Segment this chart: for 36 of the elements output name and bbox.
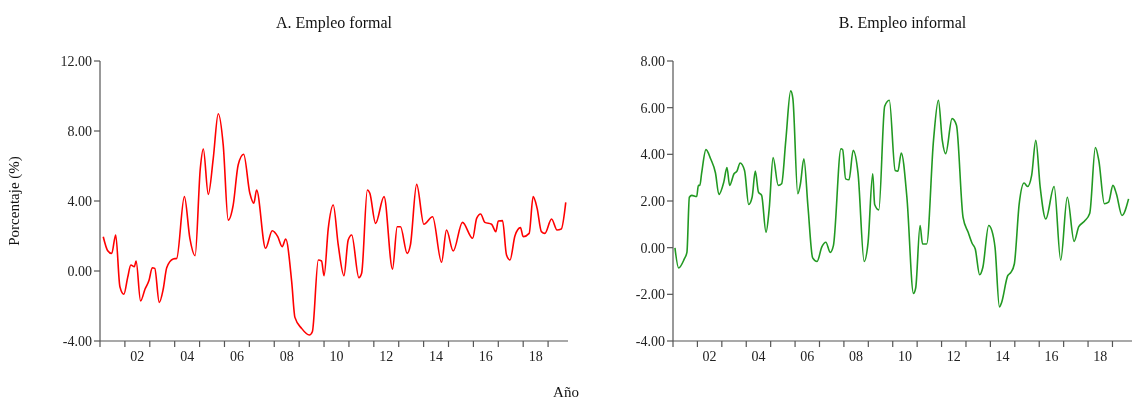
x-tick-label: 06: [800, 349, 815, 364]
line-series: [674, 90, 1130, 308]
x-axis-title: Año: [552, 384, 580, 401]
y-tick-label: 4.00: [640, 147, 665, 163]
x-tick-label: 14: [429, 349, 444, 364]
y-tick-label: 8.00: [640, 53, 665, 69]
y-tick-label: 6.00: [640, 100, 665, 116]
x-tick-label: 16: [478, 349, 493, 364]
y-tick-label: 8.00: [67, 123, 92, 139]
chart-title: A. Empleo formal: [275, 14, 393, 32]
line-series: [102, 112, 567, 336]
x-tick-label: 08: [279, 349, 294, 364]
y-tick-label: 4.00: [67, 193, 92, 209]
y-tick-label: 12.00: [60, 53, 92, 69]
x-tick-label: 02: [702, 349, 717, 364]
x-tick-label: 04: [180, 349, 195, 364]
y-tick-label: -4.00: [635, 333, 665, 349]
x-tick-label: 02: [130, 349, 145, 364]
y-tick-label: 2.00: [640, 193, 665, 209]
x-tick-label: 14: [995, 349, 1010, 364]
y-tick-label: 0.00: [640, 240, 665, 256]
x-tick-label: 06: [229, 349, 244, 364]
x-tick-label: 12: [946, 349, 961, 364]
y-tick-label: -2.00: [635, 287, 665, 303]
y-tick-label: 0.00: [67, 263, 92, 279]
x-tick-label: 16: [1044, 349, 1059, 364]
x-tick-label: 18: [528, 349, 543, 364]
x-tick-label: 04: [751, 349, 766, 364]
y-tick-label: -4.00: [62, 333, 92, 349]
x-tick-label: 08: [849, 349, 864, 364]
x-tick-label: 18: [1093, 349, 1108, 364]
x-tick-label: 12: [379, 349, 394, 364]
x-tick-label: 10: [329, 349, 344, 364]
chart-title: B. Empleo informal: [837, 14, 968, 32]
y-axis-title: Porcentaje (%): [6, 156, 24, 246]
x-tick-label: 10: [897, 349, 912, 364]
